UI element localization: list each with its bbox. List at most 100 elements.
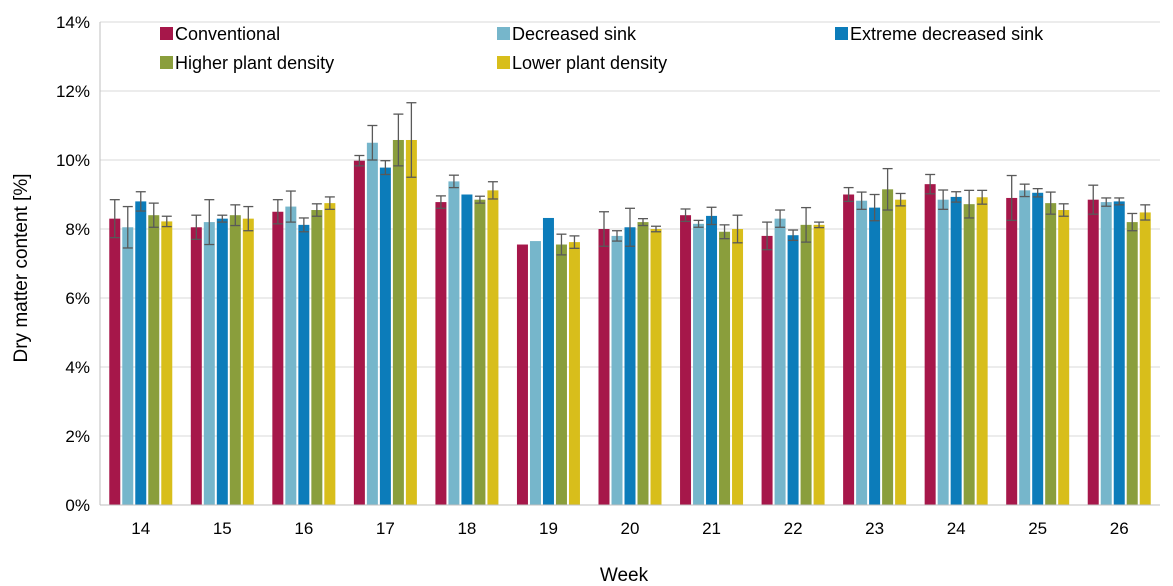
bar: [216, 218, 228, 505]
bar: [366, 142, 378, 505]
legend-label: Lower plant density: [512, 53, 667, 73]
bar: [122, 227, 134, 505]
x-tick-label: 19: [539, 519, 558, 538]
bar: [542, 217, 554, 505]
bar: [732, 229, 744, 505]
y-tick-label: 14%: [56, 13, 90, 32]
bar: [285, 206, 297, 505]
bar: [448, 181, 460, 505]
bar: [1139, 212, 1151, 505]
legend-swatch: [835, 27, 848, 40]
legend-swatch: [497, 27, 510, 40]
x-axis-title: Week: [600, 565, 649, 586]
bar: [774, 218, 786, 505]
bar: [937, 199, 949, 506]
legend-label: Higher plant density: [175, 53, 334, 73]
legend-label: Extreme decreased sink: [850, 24, 1044, 44]
bar: [787, 235, 799, 505]
bar: [598, 229, 610, 505]
axes: [99, 22, 1160, 506]
bar: [856, 200, 868, 505]
x-tick-label: 18: [457, 519, 476, 538]
bar: [392, 139, 404, 506]
x-tick-label: 22: [784, 519, 803, 538]
bar: [680, 215, 692, 505]
x-tick-labels: 14 15 16 17 18 19 20 21 22 23 24 25 26: [131, 519, 1128, 538]
bar: [813, 224, 825, 506]
bar: [800, 224, 812, 506]
bar: [1058, 210, 1070, 505]
bar: [1032, 192, 1044, 505]
bar: [1126, 222, 1138, 505]
y-axis-title: Dry matter content [%]: [11, 173, 32, 362]
bar: [148, 215, 160, 505]
bar: [1006, 197, 1018, 505]
x-tick-label: 23: [865, 519, 884, 538]
bar: [895, 199, 907, 506]
x-tick-label: 16: [294, 519, 313, 538]
x-tick-label: 20: [621, 519, 640, 538]
x-tick-label: 21: [702, 519, 721, 538]
y-tick-labels: 0% 2% 4% 6% 8% 10% 12% 14%: [56, 13, 90, 515]
bar: [203, 222, 215, 505]
bar: [516, 244, 528, 505]
y-tick-label: 12%: [56, 82, 90, 101]
bar: [109, 218, 121, 505]
x-tick-label: 17: [376, 519, 395, 538]
bar: [693, 223, 705, 505]
bar: [1045, 203, 1057, 505]
legend-swatch: [160, 27, 173, 40]
bar: [379, 167, 391, 505]
bar: [761, 235, 773, 505]
bar: [324, 203, 336, 505]
bar: [229, 215, 241, 505]
y-tick-label: 8%: [65, 220, 90, 239]
bar: [1087, 199, 1099, 506]
legend: Conventional Decreased sink Extreme decrea…: [160, 24, 1044, 73]
bar: [555, 244, 567, 505]
bar: [135, 201, 147, 505]
bar: [190, 227, 202, 505]
x-tick-label: 15: [213, 519, 232, 538]
x-tick-label: 14: [131, 519, 150, 538]
bar: [924, 184, 936, 505]
bar: [298, 224, 310, 506]
y-tick-label: 6%: [65, 289, 90, 308]
bar: [161, 221, 173, 505]
bar: [568, 242, 580, 506]
bar: [474, 199, 486, 506]
bar: [706, 215, 718, 505]
legend-swatch: [160, 56, 173, 69]
y-tick-label: 0%: [65, 496, 90, 515]
y-tick-label: 10%: [56, 151, 90, 170]
legend-label: Conventional: [175, 24, 280, 44]
bar: [405, 139, 417, 506]
bar: [311, 210, 323, 505]
bar: [976, 197, 988, 505]
bar: [637, 222, 649, 505]
y-tick-label: 4%: [65, 358, 90, 377]
x-tick-label: 26: [1110, 519, 1129, 538]
x-tick-label: 25: [1028, 519, 1047, 538]
bar: [650, 229, 662, 505]
error-bars-layer: [109, 102, 1151, 256]
bar: [611, 235, 623, 505]
bar: [353, 160, 365, 505]
x-tick-label: 24: [947, 519, 966, 538]
bar: [869, 207, 881, 506]
bar: [461, 194, 473, 505]
bar: [435, 202, 447, 505]
bar: [487, 190, 499, 506]
bar: [242, 218, 254, 505]
bar: [529, 241, 541, 505]
bar: [1019, 190, 1031, 506]
bar: [963, 204, 975, 505]
bar: [272, 211, 284, 505]
bar: [882, 189, 894, 505]
bar: [719, 231, 731, 505]
bar: [950, 196, 962, 506]
bar: [624, 227, 636, 505]
y-tick-label: 2%: [65, 427, 90, 446]
bars-layer: [109, 139, 1151, 506]
